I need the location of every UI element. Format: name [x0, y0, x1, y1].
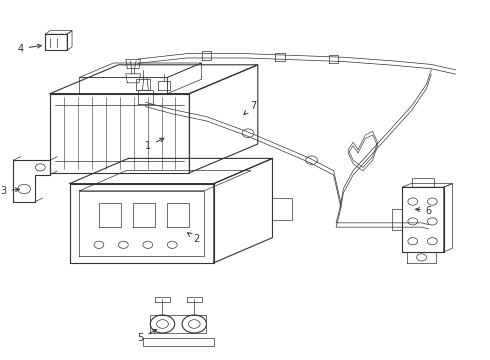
Text: 7: 7 [244, 101, 256, 114]
Text: 6: 6 [416, 206, 432, 216]
Text: 3: 3 [0, 186, 19, 196]
Text: 2: 2 [188, 233, 200, 244]
Text: 1: 1 [145, 138, 164, 151]
Text: 5: 5 [137, 329, 157, 343]
Text: 4: 4 [18, 44, 41, 54]
